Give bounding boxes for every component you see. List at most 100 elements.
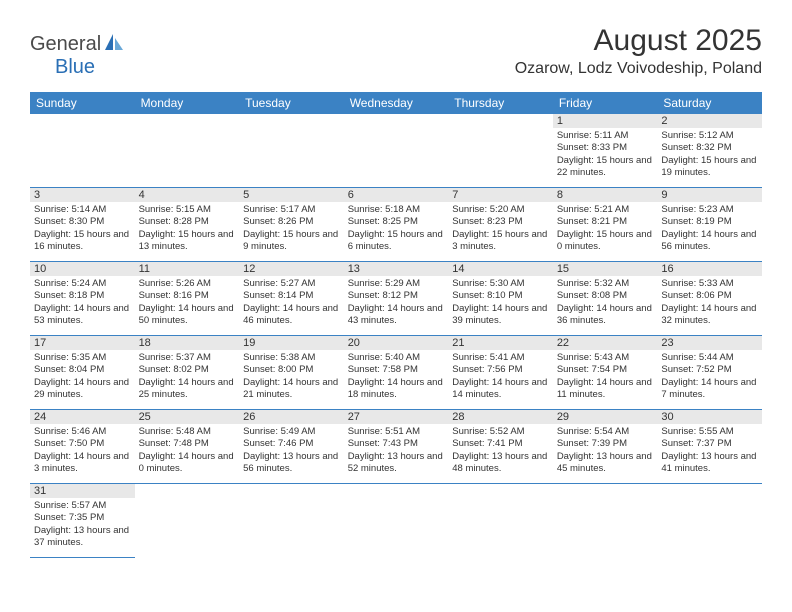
sunrise-line: Sunrise: 5:55 AM	[661, 426, 758, 438]
sunrise-line: Sunrise: 5:41 AM	[452, 352, 549, 364]
logo: General	[30, 32, 129, 57]
sunset-line: Sunset: 8:26 PM	[243, 216, 340, 228]
weekday-header-row: Sunday Monday Tuesday Wednesday Thursday…	[30, 92, 762, 114]
sunset-line: Sunset: 8:04 PM	[34, 364, 131, 376]
sunrise-line: Sunrise: 5:38 AM	[243, 352, 340, 364]
daylight-line: Daylight: 14 hours and 7 minutes.	[661, 377, 758, 402]
daylight-line: Daylight: 14 hours and 32 minutes.	[661, 303, 758, 328]
day-text: Sunrise: 5:40 AMSunset: 7:58 PMDaylight:…	[344, 350, 449, 401]
day-cell: 18Sunrise: 5:37 AMSunset: 8:02 PMDayligh…	[135, 336, 240, 410]
day-text: Sunrise: 5:43 AMSunset: 7:54 PMDaylight:…	[553, 350, 658, 401]
calendar-cell: 10Sunrise: 5:24 AMSunset: 8:18 PMDayligh…	[30, 262, 135, 336]
sunset-line: Sunset: 8:32 PM	[661, 142, 758, 154]
day-cell: 16Sunrise: 5:33 AMSunset: 8:06 PMDayligh…	[657, 262, 762, 336]
day-cell: 9Sunrise: 5:23 AMSunset: 8:19 PMDaylight…	[657, 188, 762, 262]
sunset-line: Sunset: 7:52 PM	[661, 364, 758, 376]
calendar-cell: 14Sunrise: 5:30 AMSunset: 8:10 PMDayligh…	[448, 262, 553, 336]
sunset-line: Sunset: 8:30 PM	[34, 216, 131, 228]
calendar-cell	[239, 484, 344, 558]
sunset-line: Sunset: 8:06 PM	[661, 290, 758, 302]
calendar-cell	[657, 484, 762, 558]
day-cell: 7Sunrise: 5:20 AMSunset: 8:23 PMDaylight…	[448, 188, 553, 262]
day-cell: 15Sunrise: 5:32 AMSunset: 8:08 PMDayligh…	[553, 262, 658, 336]
calendar-cell	[135, 484, 240, 558]
weekday-header: Wednesday	[344, 92, 449, 114]
sunrise-line: Sunrise: 5:37 AM	[139, 352, 236, 364]
day-text: Sunrise: 5:57 AMSunset: 7:35 PMDaylight:…	[30, 498, 135, 549]
sunrise-line: Sunrise: 5:18 AM	[348, 204, 445, 216]
weekday-header: Monday	[135, 92, 240, 114]
calendar-cell: 20Sunrise: 5:40 AMSunset: 7:58 PMDayligh…	[344, 336, 449, 410]
daylight-line: Daylight: 15 hours and 9 minutes.	[243, 229, 340, 254]
calendar-cell: 9Sunrise: 5:23 AMSunset: 8:19 PMDaylight…	[657, 188, 762, 262]
day-number: 17	[30, 336, 135, 350]
day-cell: 5Sunrise: 5:17 AMSunset: 8:26 PMDaylight…	[239, 188, 344, 262]
day-text: Sunrise: 5:29 AMSunset: 8:12 PMDaylight:…	[344, 276, 449, 327]
calendar-cell	[344, 114, 449, 188]
calendar-cell: 6 Sunrise: 5:18 AMSunset: 8:25 PMDaylight…	[344, 188, 449, 262]
daylight-line: Daylight: 14 hours and 53 minutes.	[34, 303, 131, 328]
daylight-line: Daylight: 14 hours and 56 minutes.	[661, 229, 758, 254]
daylight-line: Daylight: 14 hours and 39 minutes.	[452, 303, 549, 328]
sunset-line: Sunset: 7:56 PM	[452, 364, 549, 376]
day-cell: 8Sunrise: 5:21 AMSunset: 8:21 PMDaylight…	[553, 188, 658, 262]
day-number: 19	[239, 336, 344, 350]
daylight-line: Daylight: 15 hours and 19 minutes.	[661, 155, 758, 180]
day-cell: 10Sunrise: 5:24 AMSunset: 8:18 PMDayligh…	[30, 262, 135, 336]
sunrise-line: Sunrise: 5:14 AM	[34, 204, 131, 216]
day-number: 29	[553, 410, 658, 424]
calendar-cell	[239, 114, 344, 188]
day-number: 6	[344, 188, 449, 202]
sunrise-line: Sunrise: 5:15 AM	[139, 204, 236, 216]
day-text: Sunrise: 5:21 AMSunset: 8:21 PMDaylight:…	[553, 202, 658, 253]
sunrise-line: Sunrise: 5:52 AM	[452, 426, 549, 438]
day-number: 4	[135, 188, 240, 202]
sunrise-line: Sunrise: 5:48 AM	[139, 426, 236, 438]
calendar-cell: 4Sunrise: 5:15 AMSunset: 8:28 PMDaylight…	[135, 188, 240, 262]
empty-cell	[344, 114, 449, 188]
sunrise-line: Sunrise: 5:49 AM	[243, 426, 340, 438]
weekday-header: Saturday	[657, 92, 762, 114]
day-number: 1	[553, 114, 658, 128]
calendar-cell: 19 Sunrise: 5:38 AMSunset: 8:00 PMDayligh…	[239, 336, 344, 410]
calendar-cell: 31Sunrise: 5:57 AMSunset: 7:35 PMDayligh…	[30, 484, 135, 558]
daylight-line: Daylight: 13 hours and 48 minutes.	[452, 451, 549, 476]
sunrise-line: Sunrise: 5:29 AM	[348, 278, 445, 290]
sunset-line: Sunset: 8:25 PM	[348, 216, 445, 228]
day-number: 16	[657, 262, 762, 276]
calendar-cell: 5Sunrise: 5:17 AMSunset: 8:26 PMDaylight…	[239, 188, 344, 262]
day-number: 15	[553, 262, 658, 276]
sunset-line: Sunset: 8:08 PM	[557, 290, 654, 302]
sunset-line: Sunset: 8:00 PM	[243, 364, 340, 376]
day-text: Sunrise: 5:17 AMSunset: 8:26 PMDaylight:…	[239, 202, 344, 253]
day-number: 24	[30, 410, 135, 424]
day-cell: 25Sunrise: 5:48 AMSunset: 7:48 PMDayligh…	[135, 410, 240, 484]
sunset-line: Sunset: 8:23 PM	[452, 216, 549, 228]
day-number: 14	[448, 262, 553, 276]
day-cell: 28Sunrise: 5:52 AMSunset: 7:41 PMDayligh…	[448, 410, 553, 484]
day-text: Sunrise: 5:20 AMSunset: 8:23 PMDaylight:…	[448, 202, 553, 253]
calendar-cell: 28Sunrise: 5:52 AMSunset: 7:41 PMDayligh…	[448, 410, 553, 484]
day-number: 12	[239, 262, 344, 276]
sunrise-line: Sunrise: 5:44 AM	[661, 352, 758, 364]
day-number: 7	[448, 188, 553, 202]
daylight-line: Daylight: 14 hours and 36 minutes.	[557, 303, 654, 328]
daylight-line: Daylight: 15 hours and 6 minutes.	[348, 229, 445, 254]
calendar-cell: 1Sunrise: 5:11 AMSunset: 8:33 PMDaylight…	[553, 114, 658, 188]
sunset-line: Sunset: 7:43 PM	[348, 438, 445, 450]
daylight-line: Daylight: 14 hours and 14 minutes.	[452, 377, 549, 402]
daylight-line: Daylight: 14 hours and 43 minutes.	[348, 303, 445, 328]
calendar-week-row: 3Sunrise: 5:14 AMSunset: 8:30 PMDaylight…	[30, 188, 762, 262]
sunrise-line: Sunrise: 5:27 AM	[243, 278, 340, 290]
day-text: Sunrise: 5:55 AMSunset: 7:37 PMDaylight:…	[657, 424, 762, 475]
calendar-body: 1Sunrise: 5:11 AMSunset: 8:33 PMDaylight…	[30, 114, 762, 558]
calendar-cell	[344, 484, 449, 558]
calendar-week-row: 10Sunrise: 5:24 AMSunset: 8:18 PMDayligh…	[30, 262, 762, 336]
weekday-header: Thursday	[448, 92, 553, 114]
calendar-cell: 30Sunrise: 5:55 AMSunset: 7:37 PMDayligh…	[657, 410, 762, 484]
daylight-line: Daylight: 14 hours and 21 minutes.	[243, 377, 340, 402]
day-cell: 12Sunrise: 5:27 AMSunset: 8:14 PMDayligh…	[239, 262, 344, 336]
calendar-cell	[553, 484, 658, 558]
day-cell: 29Sunrise: 5:54 AMSunset: 7:39 PMDayligh…	[553, 410, 658, 484]
sunset-line: Sunset: 7:48 PM	[139, 438, 236, 450]
